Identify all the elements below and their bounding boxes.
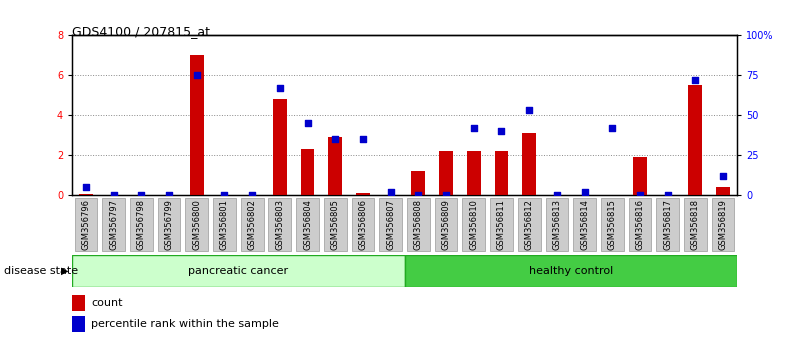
Bar: [412, 171, 425, 195]
FancyBboxPatch shape: [158, 198, 180, 251]
Text: GSM356806: GSM356806: [359, 199, 368, 250]
Point: [467, 125, 480, 131]
Text: GSM356816: GSM356816: [635, 199, 645, 250]
Point: [689, 77, 702, 83]
Bar: [356, 193, 370, 195]
FancyBboxPatch shape: [352, 198, 374, 251]
Text: GSM356802: GSM356802: [248, 199, 256, 250]
FancyBboxPatch shape: [601, 198, 624, 251]
FancyBboxPatch shape: [185, 198, 208, 251]
Point: [135, 192, 147, 198]
Bar: [522, 133, 536, 195]
FancyBboxPatch shape: [656, 198, 679, 251]
Bar: [439, 151, 453, 195]
Text: healthy control: healthy control: [529, 266, 613, 276]
Point: [107, 192, 120, 198]
Text: GSM356811: GSM356811: [497, 199, 506, 250]
Text: GSM356796: GSM356796: [82, 199, 91, 250]
Text: GSM356800: GSM356800: [192, 199, 201, 250]
Text: GSM356805: GSM356805: [331, 199, 340, 250]
FancyBboxPatch shape: [324, 198, 347, 251]
Text: GSM356807: GSM356807: [386, 199, 395, 250]
Text: GDS4100 / 207815_at: GDS4100 / 207815_at: [72, 25, 210, 38]
Text: GSM356798: GSM356798: [137, 199, 146, 250]
Point: [191, 72, 203, 78]
FancyBboxPatch shape: [684, 198, 706, 251]
Point: [356, 136, 369, 142]
Text: GSM356812: GSM356812: [525, 199, 533, 250]
FancyBboxPatch shape: [296, 198, 319, 251]
FancyBboxPatch shape: [268, 198, 292, 251]
Point: [79, 184, 92, 190]
FancyBboxPatch shape: [407, 198, 429, 251]
FancyBboxPatch shape: [72, 255, 405, 287]
Point: [440, 192, 453, 198]
Text: disease state: disease state: [4, 266, 78, 276]
Point: [246, 192, 259, 198]
FancyBboxPatch shape: [380, 198, 402, 251]
Point: [384, 189, 397, 194]
FancyBboxPatch shape: [435, 198, 457, 251]
Point: [273, 85, 286, 91]
Bar: [467, 151, 481, 195]
Point: [550, 192, 563, 198]
Text: GSM356803: GSM356803: [276, 199, 284, 250]
Bar: [633, 157, 647, 195]
Bar: [494, 151, 509, 195]
Bar: [688, 85, 702, 195]
Point: [412, 192, 425, 198]
Point: [606, 125, 618, 131]
Point: [578, 189, 591, 194]
Text: GSM356818: GSM356818: [691, 199, 700, 250]
Bar: [72, 295, 85, 311]
Text: GSM356815: GSM356815: [608, 199, 617, 250]
Point: [163, 192, 175, 198]
FancyBboxPatch shape: [405, 255, 737, 287]
Text: ▶: ▶: [61, 266, 68, 276]
FancyBboxPatch shape: [574, 198, 596, 251]
Text: GSM356819: GSM356819: [718, 199, 727, 250]
FancyBboxPatch shape: [490, 198, 513, 251]
Text: GSM356813: GSM356813: [553, 199, 562, 250]
Point: [662, 192, 674, 198]
Text: GSM356797: GSM356797: [109, 199, 118, 250]
Text: GSM356801: GSM356801: [220, 199, 229, 250]
FancyBboxPatch shape: [241, 198, 264, 251]
Text: pancreatic cancer: pancreatic cancer: [188, 266, 288, 276]
Point: [634, 192, 646, 198]
Point: [329, 136, 342, 142]
Bar: [328, 137, 342, 195]
FancyBboxPatch shape: [629, 198, 651, 251]
FancyBboxPatch shape: [462, 198, 485, 251]
Text: GSM356809: GSM356809: [441, 199, 450, 250]
FancyBboxPatch shape: [517, 198, 541, 251]
Bar: [716, 187, 730, 195]
Bar: [79, 194, 93, 195]
Point: [218, 192, 231, 198]
Bar: [190, 55, 203, 195]
Point: [301, 120, 314, 126]
FancyBboxPatch shape: [545, 198, 568, 251]
Bar: [72, 316, 85, 332]
Text: GSM356814: GSM356814: [580, 199, 589, 250]
Point: [523, 107, 536, 113]
Point: [495, 128, 508, 134]
Text: GSM356804: GSM356804: [303, 199, 312, 250]
FancyBboxPatch shape: [213, 198, 235, 251]
Text: GSM356817: GSM356817: [663, 199, 672, 250]
Text: GSM356810: GSM356810: [469, 199, 478, 250]
FancyBboxPatch shape: [74, 198, 97, 251]
FancyBboxPatch shape: [130, 198, 153, 251]
FancyBboxPatch shape: [712, 198, 735, 251]
Text: count: count: [91, 298, 123, 308]
Point: [717, 173, 730, 178]
Text: GSM356799: GSM356799: [164, 199, 174, 250]
FancyBboxPatch shape: [103, 198, 125, 251]
Text: GSM356808: GSM356808: [414, 199, 423, 250]
Bar: [273, 99, 287, 195]
Text: percentile rank within the sample: percentile rank within the sample: [91, 319, 280, 329]
Bar: [300, 149, 315, 195]
